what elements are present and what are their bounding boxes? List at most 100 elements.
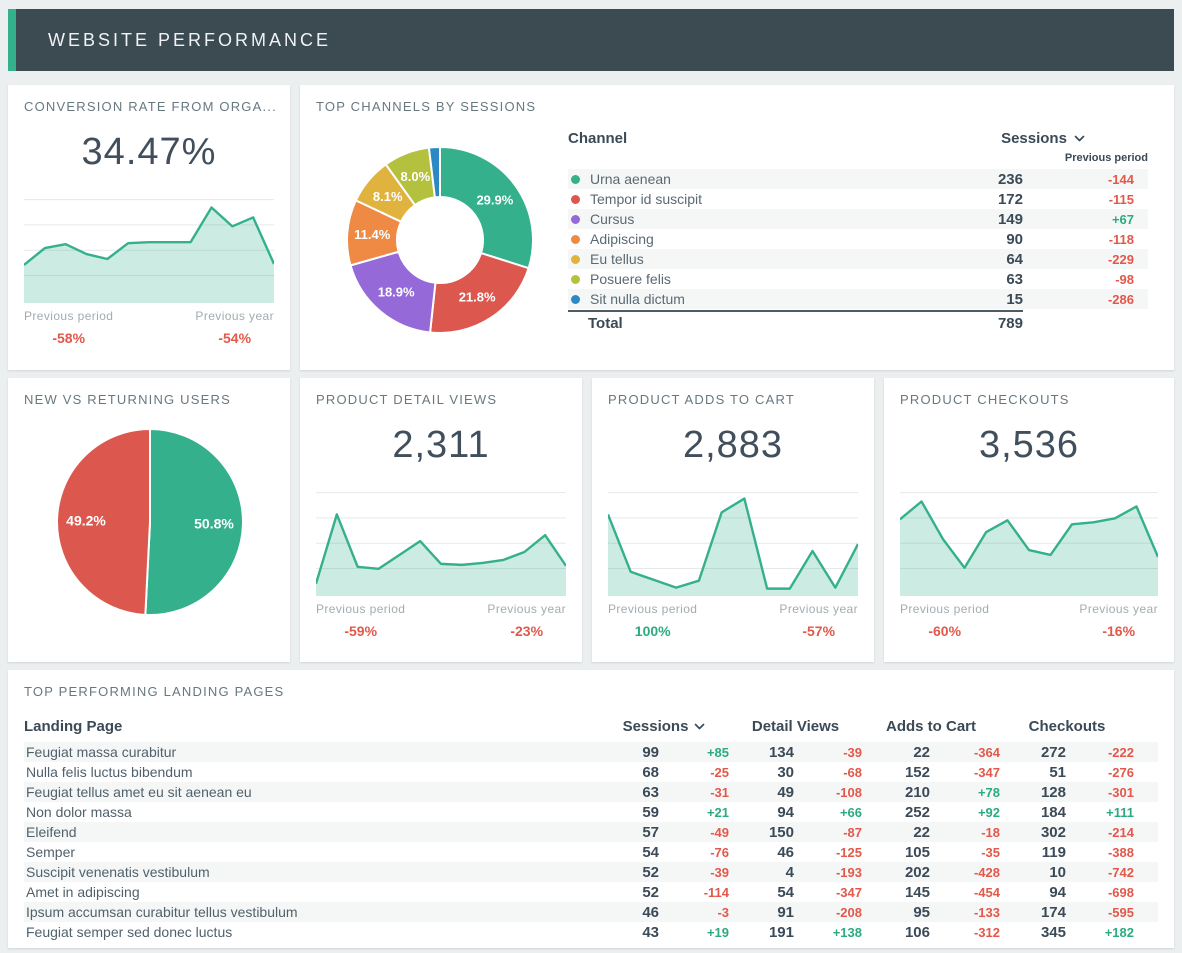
landing-page-name: Eleifend [26, 824, 77, 840]
channel-legend-dot [571, 274, 580, 284]
header-accent-bar [8, 9, 16, 71]
metric-value: 145 [904, 883, 930, 901]
comparison-label: Previous period [316, 602, 406, 616]
channel-name: Posuere felis [590, 271, 671, 287]
metric-value: 134 [768, 743, 794, 761]
metric-value: 46 [642, 903, 659, 921]
metric-delta: -25 [710, 764, 729, 780]
channel-row: Tempor id suscipit 172 -115 [568, 189, 1148, 209]
channel-row: Cursus 149 +67 [568, 209, 1148, 229]
metric-delta: -49 [710, 824, 729, 840]
metric-value: 22 [913, 823, 930, 841]
svg-text:50.8%: 50.8% [194, 516, 234, 532]
column-header-channel: Channel [568, 129, 628, 147]
card-top-channels: TOP CHANNELS BY SESSIONS 29.9% 21.8% 18.9%… [300, 85, 1174, 370]
channel-prev-period-delta: +67 [1111, 211, 1134, 227]
channel-name: Tempor id suscipit [590, 191, 703, 207]
total-value: 789 [997, 314, 1023, 332]
column-header-detail-views: Detail Views [751, 717, 840, 735]
metric-value: 59 [642, 803, 659, 821]
comparison-previous-year: Previous year -16% [1079, 602, 1158, 639]
channel-row: Sit nulla dictum 15 -286 [568, 289, 1148, 309]
comparison-previous-year: Previous year -57% [779, 602, 858, 639]
metric-delta: +182 [1104, 924, 1134, 940]
comparison-label: Previous year [779, 602, 858, 616]
metric-delta: -108 [835, 784, 862, 800]
metric-value: 10 [1049, 863, 1066, 881]
comparison-delta: -16% [1102, 623, 1136, 639]
card-title: TOP PERFORMING LANDING PAGES [24, 684, 285, 699]
metric-delta: +92 [977, 804, 1000, 820]
channels-table: Channel Sessions Previous period Urna ae… [568, 127, 1148, 334]
metric-delta: -114 [703, 884, 729, 900]
channel-sessions: 236 [997, 170, 1023, 188]
landing-page-name: Nulla felis luctus bibendum [26, 764, 193, 780]
report-title: WEBSITE PERFORMANCE [48, 29, 332, 50]
table-row: Nulla felis luctus bibendum 68 -25 30 -68 152… [24, 762, 1158, 782]
channel-prev-period-delta: -115 [1108, 191, 1134, 207]
card-product-detail-views: PRODUCT DETAIL VIEWS 2,311 Previous peri… [300, 378, 582, 662]
column-header-sessions-sort[interactable]: Sessions [599, 718, 729, 735]
card-title: TOP CHANNELS BY SESSIONS [316, 99, 537, 114]
metric-value: 272 [1040, 743, 1066, 761]
metric-value: 57 [642, 823, 659, 841]
comparison-delta: -58% [52, 330, 86, 346]
total-label: Total [588, 314, 623, 332]
metric-delta: -347 [835, 884, 862, 900]
metric-delta: -31 [710, 784, 729, 800]
chevron-down-icon [695, 723, 705, 729]
card-title: NEW VS RETURNING USERS [24, 392, 231, 407]
comparison-label: Previous year [195, 309, 274, 323]
channel-sessions: 63 [1006, 270, 1023, 288]
svg-text:8.0%: 8.0% [401, 169, 431, 184]
comparison-previous-period: Previous period -60% [900, 602, 989, 639]
comparison-delta: 100% [634, 623, 671, 639]
metric-value: 52 [642, 883, 659, 901]
landing-page-name: Non dolor massa [26, 804, 132, 820]
metric-value: 49 [777, 783, 794, 801]
metric-value: 54 [777, 883, 794, 901]
metric-delta: -125 [835, 844, 862, 860]
metric-delta: +85 [706, 744, 729, 760]
metric-delta: +78 [977, 784, 1000, 800]
channel-prev-period-delta: -144 [1107, 171, 1134, 187]
card-product-adds-to-cart: PRODUCT ADDS TO CART 2,883 Previous peri… [592, 378, 874, 662]
svg-text:18.9%: 18.9% [378, 285, 415, 300]
landing-page-name: Ipsum accumsan curabitur tellus vestibul… [26, 904, 298, 920]
metric-delta: -39 [710, 864, 729, 880]
total-divider [568, 310, 1023, 312]
metric-delta: -276 [1107, 764, 1134, 780]
channel-name: Sit nulla dictum [590, 291, 685, 307]
card-title: PRODUCT ADDS TO CART [608, 392, 796, 407]
landing-page-name: Feugiat tellus amet eu sit aenean eu [26, 784, 252, 800]
comparison-label: Previous period [608, 602, 698, 616]
column-header-sessions-label: Sessions [622, 717, 689, 735]
channel-row: Eu tellus 64 -229 [568, 249, 1148, 269]
metric-value: 94 [1049, 883, 1066, 901]
metric-value: 119 [1041, 843, 1066, 861]
channel-legend-dot [571, 174, 580, 184]
channel-legend-dot [571, 234, 580, 244]
comparison-previous-period: Previous period -59% [316, 602, 405, 639]
comparison-delta: -60% [928, 623, 962, 639]
metric-delta: -428 [973, 864, 1000, 880]
column-header-checkouts: Checkouts [1028, 717, 1106, 735]
metric-delta: +111 [1106, 804, 1134, 820]
channel-row: Adipiscing 90 -118 [568, 229, 1148, 249]
channel-legend-dot [571, 214, 580, 224]
kpi-value: 2,311 [392, 424, 490, 466]
metric-value: 30 [777, 763, 794, 781]
metric-delta: +66 [839, 804, 862, 820]
metric-delta: -742 [1107, 864, 1134, 880]
table-row: Feugiat tellus amet eu sit aenean eu 63 -3… [24, 782, 1158, 802]
metric-value: 252 [904, 803, 930, 821]
svg-text:21.8%: 21.8% [459, 290, 496, 305]
column-header-landing-page: Landing Page [24, 717, 123, 735]
comparison-label: Previous year [487, 602, 566, 616]
column-header-sessions-sort[interactable]: Sessions [938, 130, 1148, 147]
metric-delta: -3 [717, 904, 729, 920]
metric-value: 174 [1040, 903, 1066, 921]
metric-delta: +21 [706, 804, 729, 820]
comparison-footer: Previous period -60% Previous year -16% [900, 602, 1158, 639]
card-conversion-rate: CONVERSION RATE FROM ORGA... 34.47% Prev… [8, 85, 290, 370]
